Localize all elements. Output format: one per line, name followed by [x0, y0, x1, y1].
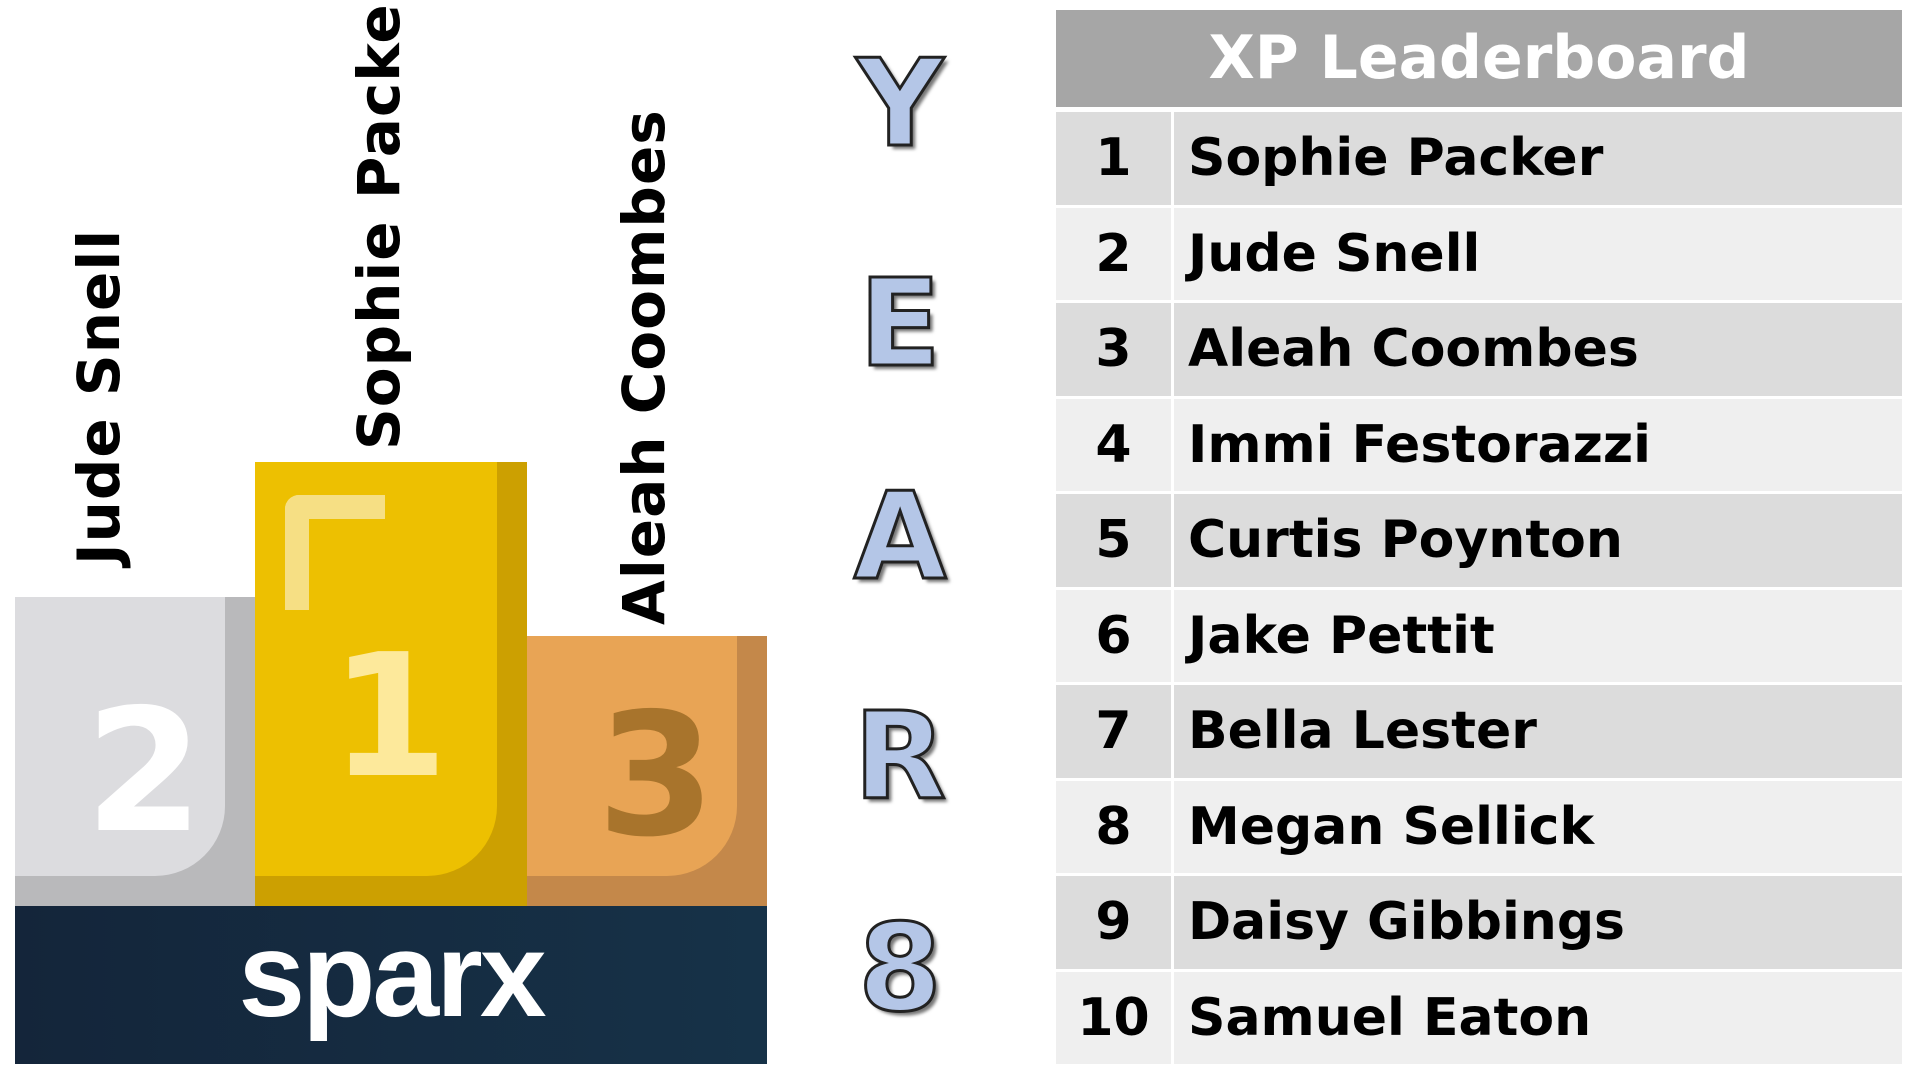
- rank-cell: 7: [1056, 685, 1174, 778]
- year-letter: 8: [857, 900, 944, 1039]
- place-number: 2: [85, 673, 204, 871]
- name-cell: Daisy Gibbings: [1188, 892, 1625, 952]
- first-place-name: Sophie Packer: [345, 0, 413, 450]
- rank-cell: 6: [1056, 589, 1174, 682]
- place-number: 1: [330, 618, 449, 816]
- name-cell: Megan Sellick: [1188, 796, 1595, 857]
- leaderboard-row: 4 Immi Festorazzi: [1056, 398, 1902, 494]
- year-letter: A: [852, 468, 948, 607]
- xp-leaderboard: XP Leaderboard 1 Sophie Packer 2 Jude Snell…: [1056, 10, 1902, 1067]
- year-letter: E: [858, 255, 943, 394]
- podium-step-second: 2: [15, 597, 255, 906]
- leaderboard-row: 6 Jake Pettit: [1056, 589, 1902, 685]
- place-number: 3: [597, 677, 716, 875]
- leaderboard-row: 7 Bella Lester: [1056, 685, 1902, 781]
- leaderboard-row: 2 Jude Snell: [1056, 207, 1902, 303]
- name-cell: Sophie Packer: [1188, 128, 1604, 188]
- rank-cell: 9: [1056, 876, 1174, 969]
- leaderboard-row: 1 Sophie Packer: [1056, 112, 1902, 208]
- rank-cell: 10: [1056, 971, 1174, 1064]
- name-cell: Jude Snell: [1188, 223, 1481, 284]
- third-place-name: Aleah Coombes: [610, 109, 678, 625]
- podium-step-first: 1: [255, 462, 527, 906]
- shine-decoration: [285, 495, 385, 610]
- leaderboard-row: 8 Megan Sellick: [1056, 780, 1902, 876]
- leaderboard-row: 10 Samuel Eaton: [1056, 971, 1902, 1067]
- name-cell: Jake Pettit: [1188, 605, 1495, 666]
- podium-step-third: 3: [527, 636, 767, 906]
- name-cell: Immi Festorazzi: [1188, 414, 1651, 475]
- name-cell: Bella Lester: [1188, 701, 1537, 761]
- rank-cell: 4: [1056, 398, 1174, 491]
- sparx-banner: sparx: [15, 906, 767, 1064]
- leaderboard-row: 9 Daisy Gibbings: [1056, 876, 1902, 972]
- leaderboard-row: 3 Aleah Coombes: [1056, 303, 1902, 399]
- rank-cell: 2: [1056, 207, 1174, 300]
- rank-cell: 5: [1056, 494, 1174, 587]
- name-cell: Curtis Poynton: [1188, 510, 1623, 570]
- rank-cell: 3: [1056, 303, 1174, 396]
- year-letter: Y: [855, 35, 945, 174]
- rank-cell: 1: [1056, 112, 1174, 205]
- rank-cell: 8: [1056, 780, 1174, 873]
- name-cell: Samuel Eaton: [1188, 987, 1592, 1048]
- leaderboard-title: XP Leaderboard: [1056, 10, 1902, 107]
- leaderboard-row: 5 Curtis Poynton: [1056, 494, 1902, 590]
- sparx-logo: sparx: [238, 908, 546, 1042]
- year-letter: R: [852, 688, 947, 827]
- name-cell: Aleah Coombes: [1188, 319, 1639, 379]
- second-place-name: Jude Snell: [65, 228, 133, 565]
